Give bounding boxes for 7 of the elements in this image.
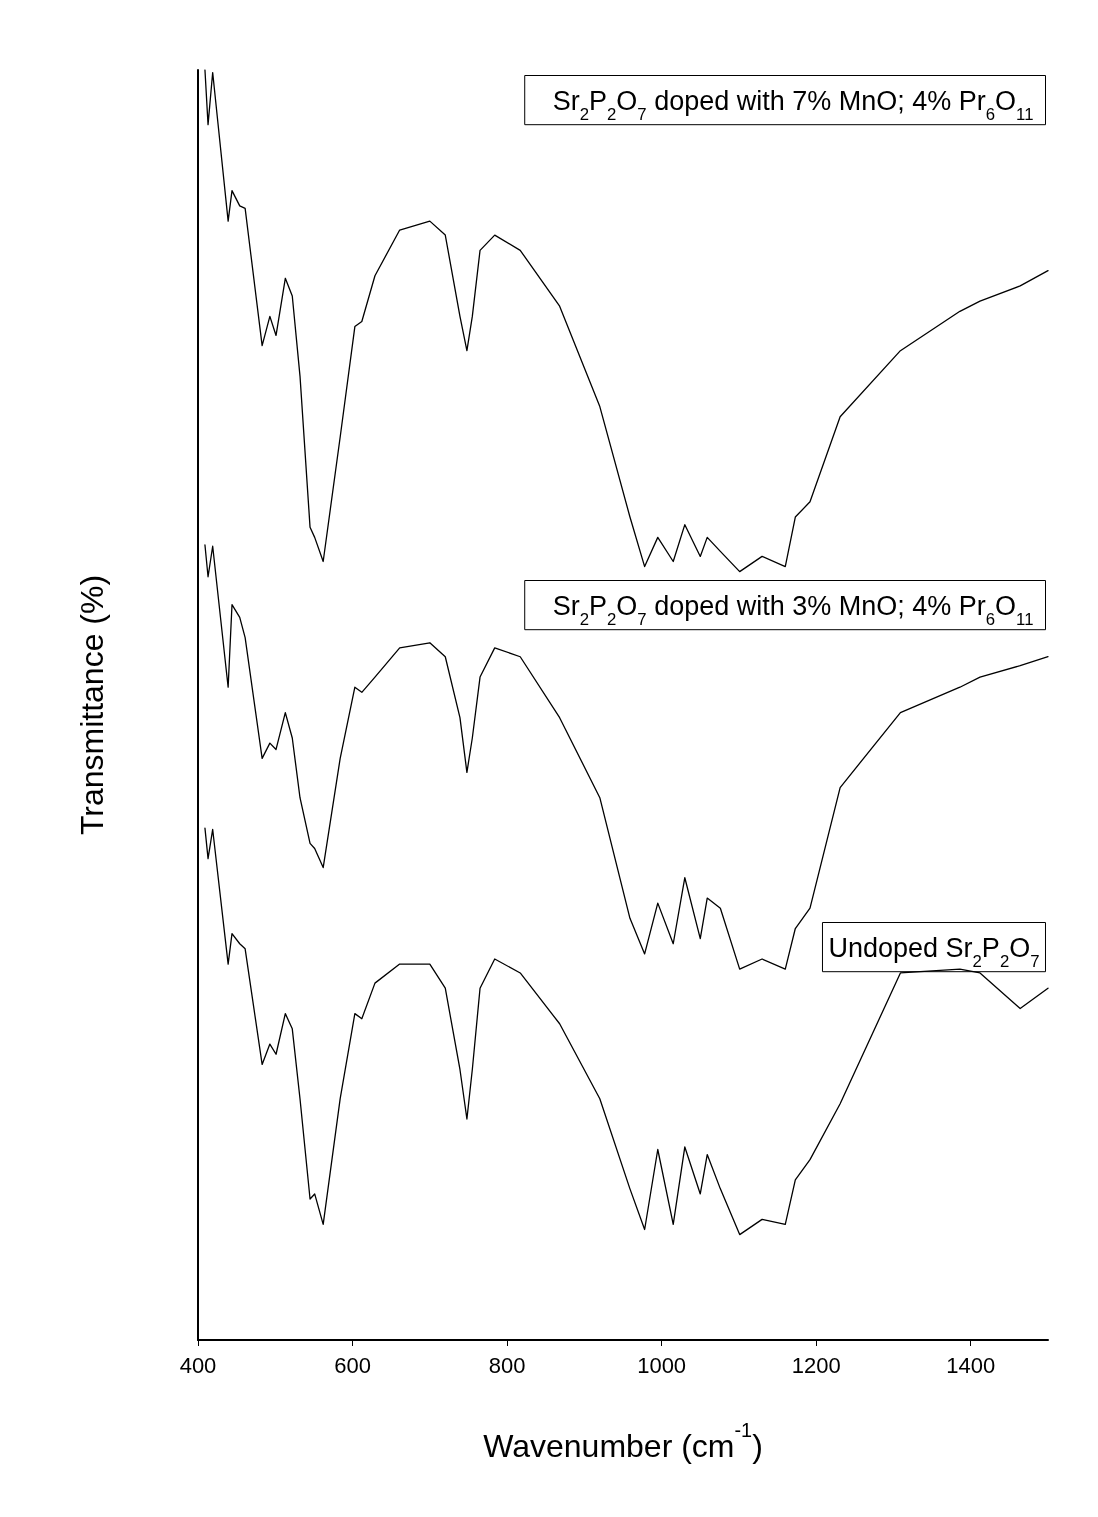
x-tick-label: 1000 bbox=[637, 1352, 687, 1378]
x-tick-label: 800 bbox=[488, 1352, 526, 1378]
x-tick-label: 400 bbox=[179, 1352, 217, 1378]
x-tick-label: 1400 bbox=[946, 1352, 996, 1378]
x-tick-label: 600 bbox=[334, 1352, 371, 1378]
y-axis-title: Transmittance (%) bbox=[74, 574, 110, 836]
x-tick-label: 1200 bbox=[791, 1352, 841, 1378]
